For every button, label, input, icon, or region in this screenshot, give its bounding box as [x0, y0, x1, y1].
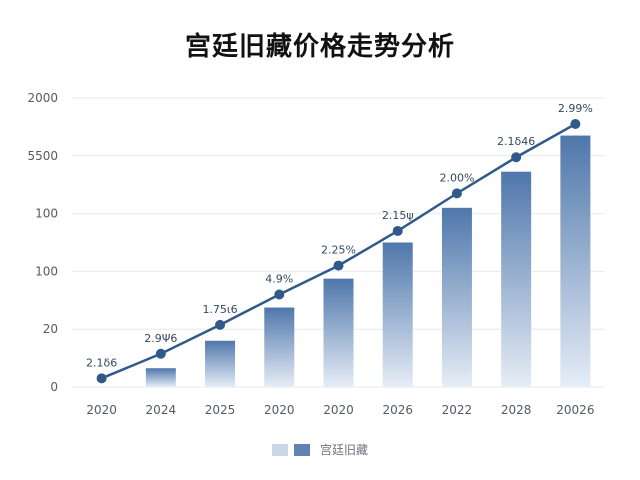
x-tick-label: 2024: [146, 403, 177, 417]
bar: [264, 307, 295, 387]
x-tick-label: 2028: [501, 403, 532, 417]
chart-title: 宫廷旧藏价格走势分析: [184, 32, 455, 62]
line-point: [392, 225, 403, 236]
bar-series: [145, 135, 591, 387]
bar: [560, 135, 591, 387]
legend: 宫廷旧藏: [0, 441, 640, 458]
bar: [501, 171, 532, 387]
data-label: 2.00%: [439, 171, 474, 184]
line-point: [155, 348, 166, 359]
legend-swatch-dark: [293, 443, 310, 456]
legend-swatch-light: [271, 443, 288, 456]
x-tick-label: 2026: [382, 403, 413, 417]
y-tick-label: 0: [50, 380, 58, 394]
y-tick-label: 20: [43, 322, 58, 336]
data-label: 2.25%: [321, 244, 356, 257]
y-axis: 0 20 100 100 5500 2000: [27, 91, 58, 394]
line-point: [511, 152, 522, 163]
x-tick-label: 2025: [205, 403, 236, 417]
line-point: [274, 289, 285, 300]
data-labels: 2.1δ6 2.9Ψ6 1.75ι6 4.9% 2.25% 2.15ψ 2.00% 2.1δ4…: [86, 102, 593, 369]
data-label: 2.1δ46: [497, 135, 535, 148]
line-point: [333, 260, 344, 271]
line-point: [215, 319, 226, 330]
legend-label: 宫廷旧藏: [319, 443, 368, 457]
data-label: 2.99%: [558, 102, 593, 115]
line-point: [96, 373, 107, 384]
y-tick-label: 100: [35, 207, 58, 221]
x-tick-label: 2020: [86, 403, 117, 417]
data-label: 4.9%: [265, 273, 293, 286]
bar: [205, 340, 236, 387]
data-label: 1.75ι6: [202, 303, 237, 316]
x-tick-label: 2020: [323, 403, 354, 417]
data-label: 2.9Ψ6: [144, 332, 177, 345]
line-point: [451, 188, 462, 199]
bar: [323, 278, 354, 387]
bar: [441, 207, 472, 387]
x-tick-label: 2020: [264, 403, 295, 417]
y-tick-label: 5500: [27, 149, 58, 163]
x-axis: 2020 2024 2025 2020 2020 2026 2022 2028 20026: [86, 403, 594, 417]
bar: [145, 368, 176, 387]
data-label: 2.15ψ: [382, 209, 414, 222]
y-tick-label: 2000: [27, 91, 58, 105]
line-point: [570, 119, 581, 130]
bar: [382, 242, 413, 387]
x-tick-label: 2022: [442, 403, 473, 417]
line-series: [96, 119, 581, 384]
data-label: 2.1δ6: [86, 356, 117, 369]
x-tick-label: 20026: [556, 403, 594, 417]
y-tick-label: 100: [35, 264, 58, 278]
